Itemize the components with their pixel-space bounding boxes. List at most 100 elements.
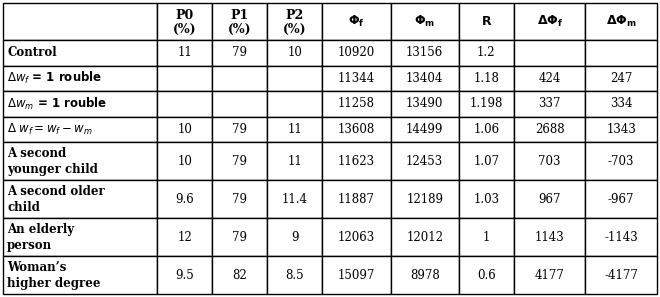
Bar: [322, 180, 391, 218]
Bar: [213, 218, 267, 256]
Bar: [585, 40, 657, 66]
Text: P0: P0: [176, 9, 194, 22]
Text: 13156: 13156: [406, 46, 444, 59]
Text: 1.06: 1.06: [473, 123, 500, 136]
Bar: [585, 142, 657, 180]
Text: 14499: 14499: [406, 123, 444, 136]
Bar: [514, 40, 585, 66]
Bar: [3, 256, 157, 294]
Bar: [322, 256, 391, 294]
Bar: [157, 3, 213, 40]
Bar: [157, 218, 213, 256]
Bar: [391, 117, 459, 142]
Bar: [391, 142, 459, 180]
Bar: [391, 256, 459, 294]
Text: P1: P1: [230, 9, 249, 22]
Bar: [514, 218, 585, 256]
Bar: [459, 218, 514, 256]
Text: 79: 79: [232, 155, 248, 168]
Bar: [213, 66, 267, 91]
Bar: [585, 180, 657, 218]
Bar: [157, 142, 213, 180]
Text: 13490: 13490: [406, 97, 444, 110]
Text: Woman’s: Woman’s: [7, 261, 67, 274]
Bar: [3, 180, 157, 218]
Text: (%): (%): [173, 23, 197, 36]
Text: 10: 10: [287, 46, 302, 59]
Bar: [267, 256, 322, 294]
Bar: [267, 180, 322, 218]
Text: 2688: 2688: [535, 123, 564, 136]
Text: $\mathbf{\Delta\Phi_f}$: $\mathbf{\Delta\Phi_f}$: [537, 14, 563, 29]
Text: child: child: [7, 201, 40, 214]
Text: 9.6: 9.6: [176, 193, 194, 206]
Text: 12189: 12189: [406, 193, 443, 206]
Text: 12: 12: [178, 231, 192, 244]
Bar: [267, 66, 322, 91]
Bar: [213, 40, 267, 66]
Bar: [459, 117, 514, 142]
Text: 10: 10: [178, 123, 192, 136]
Bar: [459, 66, 514, 91]
Text: $\Delta w_f$ = 1 rouble: $\Delta w_f$ = 1 rouble: [7, 70, 102, 86]
Text: 79: 79: [232, 46, 248, 59]
Text: 247: 247: [610, 72, 632, 85]
Bar: [213, 3, 267, 40]
Text: 1343: 1343: [607, 123, 636, 136]
Bar: [3, 40, 157, 66]
Bar: [514, 91, 585, 117]
Text: 424: 424: [539, 72, 561, 85]
Bar: [514, 256, 585, 294]
Text: 11887: 11887: [338, 193, 375, 206]
Bar: [267, 3, 322, 40]
Text: 9: 9: [291, 231, 298, 244]
Text: -703: -703: [608, 155, 634, 168]
Bar: [157, 180, 213, 218]
Text: 1.198: 1.198: [470, 97, 503, 110]
Bar: [391, 40, 459, 66]
Bar: [391, 3, 459, 40]
Text: 12012: 12012: [406, 231, 443, 244]
Bar: [213, 142, 267, 180]
Text: 8.5: 8.5: [286, 268, 304, 282]
Text: 11: 11: [287, 155, 302, 168]
Bar: [459, 142, 514, 180]
Bar: [213, 117, 267, 142]
Text: 1.07: 1.07: [473, 155, 500, 168]
Text: $\mathbf{R}$: $\mathbf{R}$: [480, 15, 492, 28]
Text: 1.2: 1.2: [477, 46, 496, 59]
Text: 1143: 1143: [535, 231, 564, 244]
Bar: [514, 117, 585, 142]
Text: A second older: A second older: [7, 185, 105, 198]
Text: 703: 703: [539, 155, 561, 168]
Text: 13404: 13404: [406, 72, 444, 85]
Text: 0.6: 0.6: [477, 268, 496, 282]
Bar: [267, 40, 322, 66]
Text: 8978: 8978: [410, 268, 440, 282]
Bar: [391, 91, 459, 117]
Text: -967: -967: [608, 193, 634, 206]
Text: A second: A second: [7, 147, 66, 160]
Bar: [391, 180, 459, 218]
Bar: [157, 66, 213, 91]
Text: 12453: 12453: [406, 155, 444, 168]
Bar: [3, 91, 157, 117]
Text: younger child: younger child: [7, 163, 98, 176]
Bar: [213, 256, 267, 294]
Text: $\Delta w_m$ = 1 rouble: $\Delta w_m$ = 1 rouble: [7, 96, 108, 112]
Text: 967: 967: [539, 193, 561, 206]
Bar: [213, 91, 267, 117]
Bar: [585, 91, 657, 117]
Text: 11258: 11258: [338, 97, 375, 110]
Text: 12063: 12063: [338, 231, 375, 244]
Bar: [322, 3, 391, 40]
Bar: [157, 256, 213, 294]
Text: $\mathbf{\Delta\Phi_m}$: $\mathbf{\Delta\Phi_m}$: [606, 14, 637, 29]
Text: 10: 10: [178, 155, 192, 168]
Bar: [459, 180, 514, 218]
Text: -1143: -1143: [605, 231, 638, 244]
Text: 82: 82: [232, 268, 247, 282]
Bar: [322, 218, 391, 256]
Bar: [391, 66, 459, 91]
Bar: [514, 180, 585, 218]
